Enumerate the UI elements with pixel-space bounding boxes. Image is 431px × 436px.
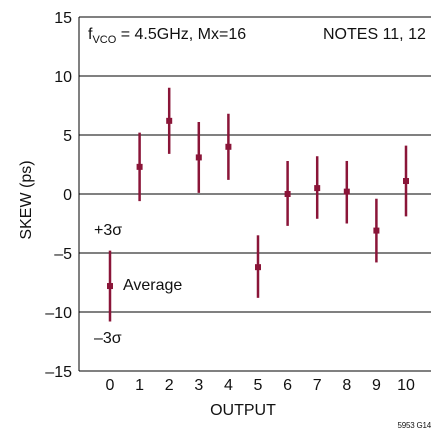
y-axis-label: SKEW (ps) [18, 160, 35, 240]
y-tick-label: 5 [63, 128, 72, 145]
x-tick-label: 2 [165, 377, 174, 394]
y-tick-label: –5 [54, 246, 72, 263]
y-tick-label: 10 [54, 69, 72, 86]
x-tick-label: 7 [313, 377, 322, 394]
x-tick-label: 1 [135, 377, 144, 394]
figure-id: 5953 G14 [397, 421, 431, 430]
x-tick-label: 0 [106, 377, 115, 394]
y-tick-label: 0 [63, 187, 72, 204]
condition-rest: = 4.5GHz, Mx=16 [116, 26, 247, 43]
average-label: Average [123, 277, 183, 294]
mean-marker [255, 264, 261, 271]
x-tick-label: 4 [224, 377, 233, 394]
x-tick-label: 9 [372, 377, 381, 394]
mean-marker [195, 154, 202, 161]
y-tick-label: –10 [45, 305, 72, 322]
y-tick-label: –15 [45, 364, 72, 381]
condition-f: f [88, 26, 93, 43]
x-tick-label: 3 [194, 377, 203, 394]
y-tick-label: 15 [54, 10, 72, 27]
mean-marker [343, 188, 350, 195]
mean-marker [403, 178, 409, 185]
mean-marker [314, 185, 321, 192]
mean-marker [166, 117, 173, 124]
x-axis-label: OUTPUT [210, 402, 276, 419]
x-tick-label: 6 [283, 377, 292, 394]
mean-marker [225, 143, 232, 150]
condition-annotation: fVCO = 4.5GHz, Mx=16 [88, 26, 247, 46]
plus-3-sigma-label: +3σ [94, 222, 123, 239]
mean-marker [136, 163, 143, 170]
mean-marker [373, 227, 380, 234]
x-tick-label: 10 [397, 377, 415, 394]
notes-annotation: NOTES 11, 12 [323, 26, 426, 43]
x-tick-label: 5 [254, 377, 263, 394]
x-tick-label: 8 [342, 377, 351, 394]
condition-subscript: VCO [92, 34, 117, 46]
mean-marker [107, 283, 113, 290]
minus-3-sigma-label: –3σ [94, 330, 122, 347]
mean-marker [284, 191, 291, 197]
